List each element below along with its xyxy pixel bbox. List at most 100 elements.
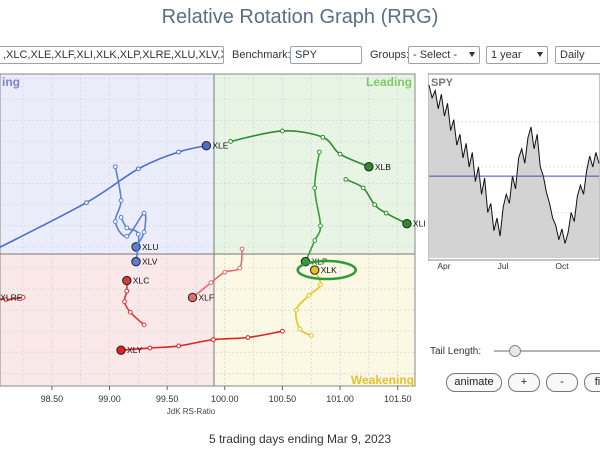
series-point-xli — [360, 185, 366, 191]
series-xlk[interactable]: XLK — [293, 265, 337, 338]
benchmark-input[interactable]: SPY — [290, 46, 362, 64]
series-head-xlf[interactable] — [187, 292, 198, 303]
quadrant-weakening — [214, 254, 415, 386]
groups-select[interactable]: - Select - — [408, 46, 480, 64]
series-xlv[interactable]: XLV — [118, 214, 158, 267]
tail-length-slider-handle[interactable] — [509, 345, 521, 357]
benchmark-x-tick-label: Apr — [437, 261, 450, 271]
benchmark-chart-title: SPY — [431, 77, 454, 89]
series-point-xlb — [228, 139, 233, 144]
series-point-xlb — [320, 134, 326, 140]
series-xly[interactable]: XLY — [116, 328, 285, 355]
series-point-xlv — [124, 225, 130, 231]
series-xli[interactable]: XLI — [343, 177, 425, 229]
series-point-xly — [245, 335, 251, 340]
series-point-xlf — [239, 246, 245, 252]
series-point-xly — [280, 328, 285, 334]
series-point-xle — [135, 166, 141, 172]
xlk-highlight-ring — [296, 259, 357, 281]
x-tick-label: 101.00 — [326, 394, 354, 404]
series-point-xlk — [293, 307, 299, 313]
series-point-xlk — [318, 282, 323, 288]
series-xlc[interactable]: XLC — [122, 275, 150, 328]
series-head-xli[interactable] — [402, 218, 412, 229]
series-point-xlu — [118, 198, 124, 203]
series-xle[interactable]: XLE — [0, 141, 229, 251]
series-point-xlu — [112, 164, 118, 170]
series-point-xle — [176, 149, 182, 155]
series-point-xlf — [222, 269, 228, 275]
series-point-xlc — [127, 309, 133, 315]
series-tail-xlv — [120, 216, 140, 262]
benchmark-x-tick-label: Oct — [555, 261, 569, 271]
series-point-xli — [383, 210, 389, 216]
groups-label: Groups: — [370, 49, 410, 61]
quadrant-label-leading: Leading — [366, 75, 412, 89]
period-select[interactable]: 1 year — [486, 46, 548, 64]
series-head-xlk[interactable] — [310, 265, 320, 275]
zoom-out-button[interactable]: - — [546, 373, 578, 392]
series-label-xle: XLE — [212, 141, 228, 151]
benchmark-price-chart: SPY Apr Jul Oct — [428, 73, 600, 271]
series-label-xli: XLI — [413, 219, 425, 229]
series-head-xlb[interactable] — [364, 162, 374, 172]
series-point-xlk — [308, 333, 314, 338]
page-title: Relative Rotation Graph (RRG) — [161, 6, 439, 28]
series-head-xlc[interactable] — [122, 275, 132, 286]
series-point-xlu — [112, 219, 118, 224]
series-label-xlre: XLRE — [0, 292, 23, 302]
series-xlre[interactable]: XLRE — [0, 292, 26, 302]
series-point-xlp — [312, 238, 318, 243]
series-tail-xly — [120, 330, 283, 351]
series-label-xlk: XLK — [321, 265, 337, 275]
series-point-xlb — [280, 128, 285, 134]
rrg-chart[interactable]: ing Leading Weakening 98.50 99.00 99.50 100… — [0, 72, 425, 422]
benchmark-price-line — [428, 84, 600, 244]
benchmark-x-ticks: Apr Jul Oct — [437, 261, 569, 271]
series-point-xlu — [141, 210, 147, 216]
series-label-xlf: XLF — [199, 292, 215, 302]
frequency-select[interactable]: Daily — [555, 46, 600, 64]
tail-length-slider-track[interactable] — [494, 350, 600, 352]
date-range-caption: 5 trading days ending Mar 9, 2023 — [208, 432, 392, 446]
series-point-xlk — [306, 292, 312, 298]
quadrant-label-weakening: Weakening — [351, 373, 414, 387]
series-point-xlv — [118, 214, 124, 220]
series-point-xlre — [20, 295, 26, 300]
series-point-xlp — [316, 149, 322, 155]
quadrant-lagging — [0, 254, 214, 386]
series-xlf[interactable]: XLF — [187, 246, 245, 303]
x-tick-label: 99.00 — [98, 394, 121, 404]
tail-length-label: Tail Length: — [430, 346, 482, 357]
series-point-xlc — [124, 288, 130, 294]
zoom-in-button[interactable]: + — [508, 373, 540, 392]
quadrant-improving — [0, 74, 214, 254]
series-head-xly[interactable] — [116, 345, 126, 355]
quadrant-leading — [214, 74, 415, 254]
series-xlb[interactable]: XLB — [228, 128, 392, 172]
x-tick-label: 99.50 — [156, 394, 179, 404]
animate-button[interactable]: animate — [446, 373, 502, 392]
x-tick-label: 100.00 — [211, 394, 239, 404]
series-point-xlf — [237, 265, 243, 271]
quadrant-label-improving: ing — [2, 75, 20, 89]
series-point-xli — [343, 177, 349, 182]
x-tick-label: 101.50 — [384, 394, 412, 404]
series-point-xli — [372, 202, 378, 208]
gridlines — [0, 74, 415, 386]
series-head-xle[interactable] — [201, 140, 212, 151]
benchmark-label: Benchmark: — [232, 49, 291, 61]
series-point-xlk — [297, 326, 303, 332]
series-head-xlv[interactable] — [131, 256, 141, 267]
series-point-xly — [210, 337, 216, 343]
series-point-xlre — [3, 297, 9, 302]
series-point-xlu — [141, 229, 147, 235]
series-point-xlp — [312, 185, 318, 191]
series-label-xly: XLY — [127, 345, 143, 355]
symbols-input[interactable]: ,XLC,XLE,XLF,XLI,XLK,XLP,XLRE,XLU,XLV,XL — [0, 46, 224, 64]
fit-button[interactable]: fit — [584, 373, 600, 392]
x-tick-label: 100.50 — [269, 394, 297, 404]
x-axis-label: JdK RS-Ratio — [167, 407, 216, 416]
x-axis-ticks: 98.50 99.00 99.50 100.00 100.50 101.00 101.50 — [41, 386, 412, 404]
series-point-xlb — [337, 151, 343, 157]
